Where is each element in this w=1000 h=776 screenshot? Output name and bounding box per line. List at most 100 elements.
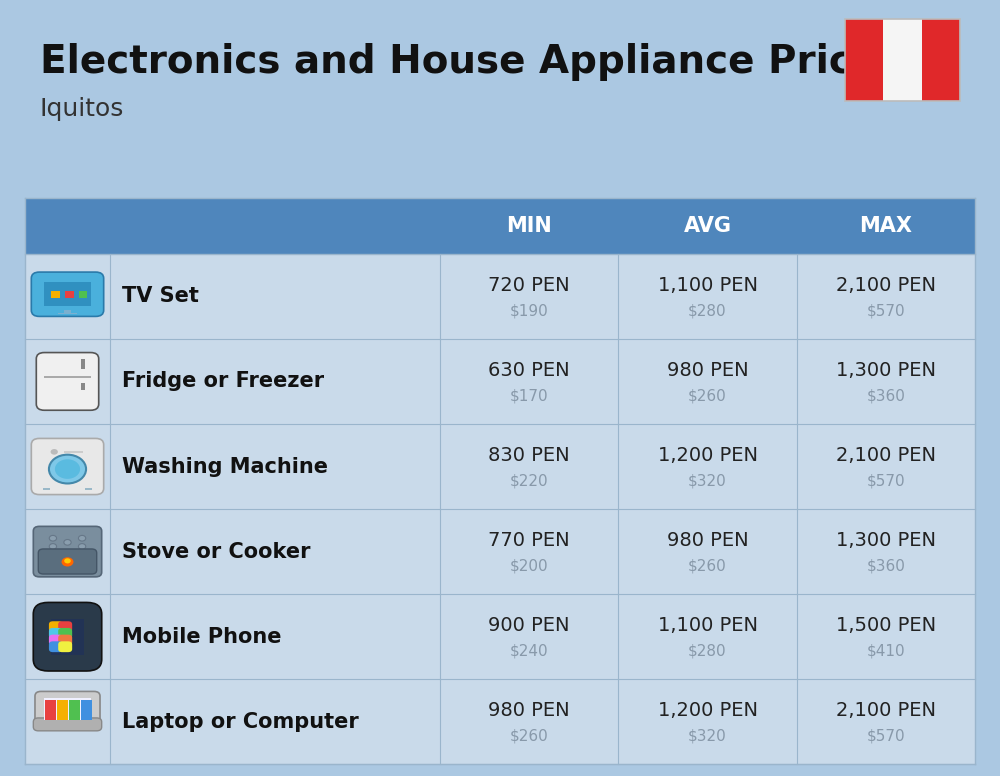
Point xyxy=(612,334,624,344)
Circle shape xyxy=(78,535,86,541)
Bar xyxy=(883,19,922,101)
FancyBboxPatch shape xyxy=(36,352,99,411)
Text: $200: $200 xyxy=(510,559,548,573)
FancyBboxPatch shape xyxy=(49,622,63,632)
Circle shape xyxy=(64,539,71,546)
Circle shape xyxy=(55,459,80,479)
Text: 900 PEN: 900 PEN xyxy=(488,616,570,635)
Text: $170: $170 xyxy=(510,388,548,404)
Text: Electronics and House Appliance Prices: Electronics and House Appliance Prices xyxy=(40,43,901,81)
FancyBboxPatch shape xyxy=(33,526,102,577)
Text: $260: $260 xyxy=(510,729,549,743)
Bar xyxy=(25,509,975,594)
Bar xyxy=(79,291,87,297)
Bar xyxy=(69,700,80,720)
Point xyxy=(791,334,803,344)
Point xyxy=(104,419,116,428)
Text: 980 PEN: 980 PEN xyxy=(488,702,570,720)
Text: 1,100 PEN: 1,100 PEN xyxy=(658,616,758,635)
Bar xyxy=(81,700,92,720)
Text: $280: $280 xyxy=(688,643,727,659)
Point xyxy=(612,674,624,684)
Circle shape xyxy=(51,449,58,455)
Text: $360: $360 xyxy=(866,559,905,573)
Point xyxy=(434,419,446,428)
Point xyxy=(612,760,624,769)
Point xyxy=(434,249,446,258)
Point xyxy=(104,590,116,599)
Bar xyxy=(25,594,975,679)
Point xyxy=(791,419,803,428)
Text: 1,200 PEN: 1,200 PEN xyxy=(658,446,758,465)
Circle shape xyxy=(49,544,57,549)
Text: TV Set: TV Set xyxy=(122,286,199,307)
Bar xyxy=(51,291,60,297)
FancyBboxPatch shape xyxy=(58,622,72,632)
Point xyxy=(434,419,446,428)
Point xyxy=(969,193,981,203)
Text: Laptop or Computer: Laptop or Computer xyxy=(122,712,359,732)
Bar xyxy=(25,198,975,254)
Point xyxy=(612,249,624,258)
Point xyxy=(434,590,446,599)
FancyBboxPatch shape xyxy=(49,628,63,639)
Text: $240: $240 xyxy=(510,643,548,659)
Text: 630 PEN: 630 PEN xyxy=(488,361,570,379)
Bar xyxy=(44,376,91,378)
Bar xyxy=(64,451,83,453)
Bar xyxy=(58,313,77,314)
Bar xyxy=(845,19,960,101)
Text: 770 PEN: 770 PEN xyxy=(488,531,570,550)
Bar xyxy=(25,339,975,424)
Point xyxy=(791,334,803,344)
Text: $320: $320 xyxy=(688,729,727,743)
Text: $280: $280 xyxy=(688,303,727,318)
Point xyxy=(612,419,624,428)
Bar xyxy=(845,19,883,101)
Text: AVG: AVG xyxy=(684,216,732,236)
FancyBboxPatch shape xyxy=(58,628,72,639)
Text: 1,300 PEN: 1,300 PEN xyxy=(836,531,936,550)
Point xyxy=(612,590,624,599)
Bar xyxy=(51,619,84,655)
Point xyxy=(104,674,116,684)
Text: 2,100 PEN: 2,100 PEN xyxy=(836,275,936,295)
Point xyxy=(791,760,803,769)
Text: 980 PEN: 980 PEN xyxy=(667,531,748,550)
FancyBboxPatch shape xyxy=(58,641,72,652)
Point xyxy=(434,504,446,514)
Text: Fridge or Freezer: Fridge or Freezer xyxy=(122,372,324,391)
FancyBboxPatch shape xyxy=(31,438,104,494)
Bar xyxy=(85,488,92,490)
Circle shape xyxy=(78,544,86,549)
Text: 2,100 PEN: 2,100 PEN xyxy=(836,446,936,465)
Bar xyxy=(65,291,74,297)
Point xyxy=(612,504,624,514)
Point xyxy=(104,419,116,428)
FancyBboxPatch shape xyxy=(33,718,102,731)
Text: 830 PEN: 830 PEN xyxy=(488,446,570,465)
Bar xyxy=(57,700,68,720)
Point xyxy=(612,590,624,599)
FancyBboxPatch shape xyxy=(49,635,63,646)
Text: $570: $570 xyxy=(867,473,905,488)
FancyBboxPatch shape xyxy=(58,635,72,646)
Point xyxy=(104,504,116,514)
Text: Mobile Phone: Mobile Phone xyxy=(122,627,282,646)
Point xyxy=(434,590,446,599)
Bar xyxy=(25,424,975,509)
Point xyxy=(104,249,116,258)
Text: Stove or Cooker: Stove or Cooker xyxy=(122,542,310,562)
FancyBboxPatch shape xyxy=(38,549,97,574)
Circle shape xyxy=(62,557,73,566)
Point xyxy=(19,193,31,203)
Text: 1,200 PEN: 1,200 PEN xyxy=(658,702,758,720)
Text: 980 PEN: 980 PEN xyxy=(667,361,748,379)
Text: Washing Machine: Washing Machine xyxy=(122,456,328,476)
FancyBboxPatch shape xyxy=(31,272,104,317)
Bar xyxy=(43,488,50,490)
Bar xyxy=(81,359,85,369)
Text: 1,100 PEN: 1,100 PEN xyxy=(658,275,758,295)
Bar xyxy=(25,254,975,339)
Point xyxy=(791,590,803,599)
